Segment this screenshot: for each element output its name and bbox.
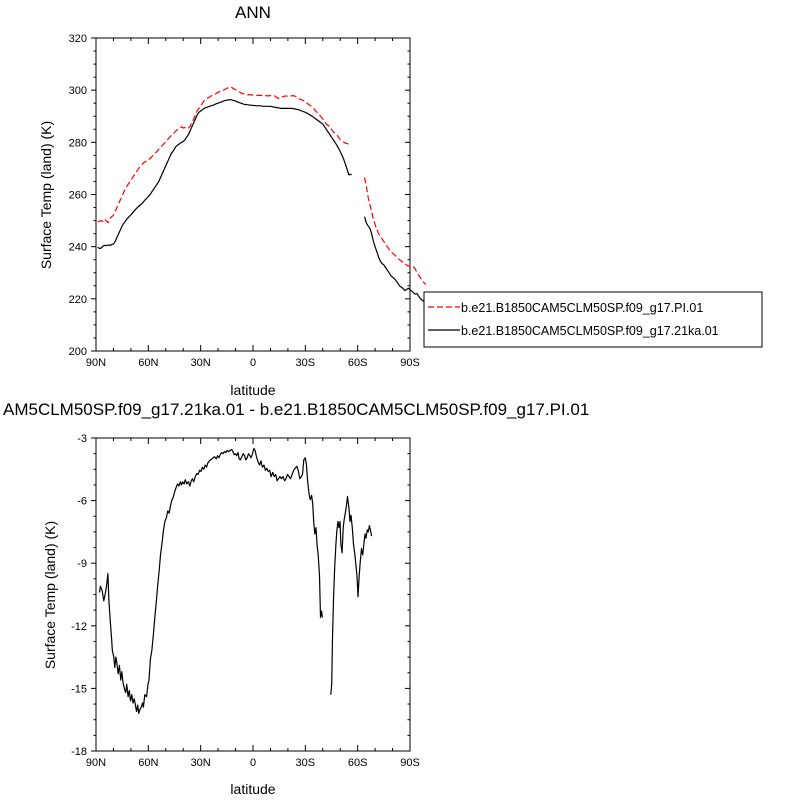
y-tick-label: 260 [69, 190, 87, 202]
x-tick-label: 30S [296, 757, 316, 769]
series-1-line-segment-1 [364, 216, 427, 304]
bottom-chart-title: AM5CLM50SP.f09_g17.21ka.01 - b.e21.B1850… [3, 400, 589, 419]
series-1-line-segment-0 [97, 98, 352, 250]
x-tick-label: 30S [296, 357, 316, 369]
top-chart-lines [97, 86, 427, 304]
bottom-chart-lines [98, 447, 373, 715]
x-tick-label: 60S [348, 357, 368, 369]
legend-label-21ka: b.e21.B1850CAM5CLM50SP.f09_g17.21ka.01 [461, 324, 719, 338]
x-tick-label: 90S [400, 357, 420, 369]
x-tick-label: 0 [250, 757, 256, 769]
y-tick-label: -3 [77, 433, 87, 445]
x-tick-label: 90N [86, 757, 106, 769]
x-tick-label: 90N [86, 357, 106, 369]
x-tick-label: 60N [138, 357, 158, 369]
y-tick-label: -15 [71, 683, 87, 695]
y-tick-label: 200 [69, 346, 87, 358]
series-0-line-segment-0 [98, 447, 323, 715]
y-tick-label: 300 [69, 85, 87, 97]
bottom-chart-xlabel: latitude [230, 781, 275, 797]
x-tick-label: 30N [191, 357, 211, 369]
legend-label-pi: b.e21.B1850CAM5CLM50SP.f09_g17.PI.01 [461, 301, 703, 315]
series-0-line-segment-0 [97, 86, 351, 224]
y-tick-label: 220 [69, 294, 87, 306]
y-tick-label: -18 [71, 746, 87, 758]
top-chart: ANN 90N 60N 30N 0 30S 60S 90S 200 220 240 260 280 30… [38, 3, 427, 398]
x-tick-label: 0 [250, 357, 256, 369]
bottom-chart: AM5CLM50SP.f09_g17.21ka.01 - b.e21.B1850… [3, 400, 589, 797]
series-0-line-segment-1 [364, 177, 427, 285]
x-tick-label: 60S [348, 757, 368, 769]
y-tick-label: -6 [77, 496, 87, 508]
bottom-chart-ylabel: Surface Temp (land) (K) [42, 521, 58, 669]
top-chart-plot-frame [95, 37, 411, 352]
y-tick-label: 320 [69, 33, 87, 45]
x-tick-label: 30N [191, 757, 211, 769]
series-0-line-segment-1 [330, 495, 373, 695]
bottom-chart-ticks: 90N 60N 30N 0 30S 60S 90S -3 -6 -9 -12 -15 -18 [71, 433, 420, 769]
top-chart-title: ANN [235, 3, 271, 22]
x-tick-label: 60N [138, 757, 158, 769]
y-tick-label: -9 [77, 558, 87, 570]
legend-box [423, 291, 763, 348]
legend: b.e21.B1850CAM5CLM50SP.f09_g17.PI.01 b.e… [423, 291, 763, 348]
y-tick-label: 280 [69, 137, 87, 149]
y-tick-label: -12 [71, 621, 87, 633]
x-tick-label: 90S [400, 757, 420, 769]
top-chart-ticks: 90N 60N 30N 0 30S 60S 90S 200 220 240 260 280 300 320 [69, 33, 420, 369]
y-tick-label: 240 [69, 242, 87, 254]
top-chart-ylabel: Surface Temp (land) (K) [38, 121, 54, 269]
top-chart-xlabel: latitude [230, 382, 275, 398]
